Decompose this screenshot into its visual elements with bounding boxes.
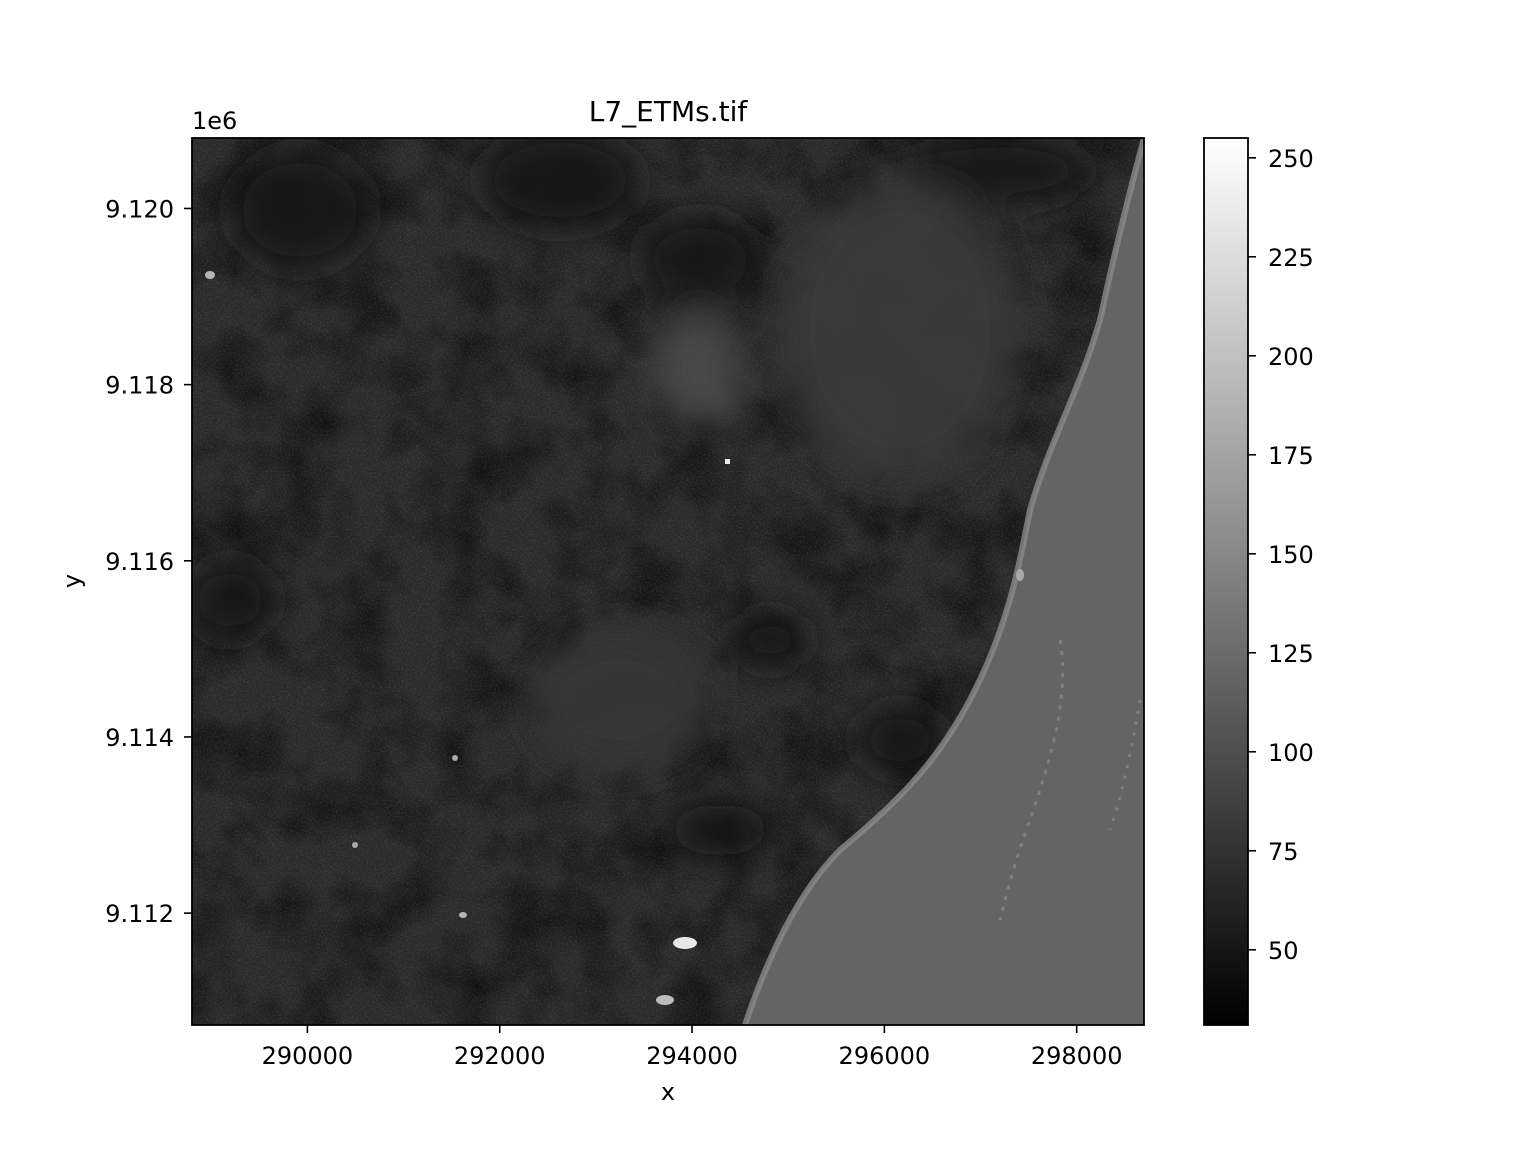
x-tick-label: 298000 [1031, 1042, 1123, 1070]
colorbar-tick-label: 100 [1268, 739, 1314, 767]
y-tick-label: 9.120 [105, 195, 174, 223]
y-tick-label: 9.116 [105, 548, 174, 576]
colorbar-tick-label: 150 [1268, 541, 1314, 569]
colorbar [1203, 137, 1249, 1026]
x-tick-label: 296000 [839, 1042, 931, 1070]
x-tick-label: 292000 [454, 1042, 546, 1070]
colorbar-ticks: 50 75 100 125 150 175 200 225 250 [1248, 145, 1314, 965]
x-axis-label: x [661, 1078, 675, 1106]
colorbar-tick-label: 75 [1268, 838, 1299, 866]
y-tick-label: 9.112 [105, 900, 174, 928]
x-tick-label: 290000 [262, 1042, 354, 1070]
y-axis-ticks: 9.112 9.114 9.116 9.118 9.120 [105, 195, 192, 928]
colorbar-tick-label: 250 [1268, 145, 1314, 173]
colorbar-tick-label: 200 [1268, 343, 1314, 371]
colorbar-tick-label: 50 [1268, 937, 1299, 965]
y-tick-label: 9.114 [105, 724, 174, 752]
x-axis-ticks: 290000 292000 294000 296000 298000 [262, 1025, 1123, 1070]
colorbar-tick-label: 125 [1268, 640, 1314, 668]
y-tick-label: 9.118 [105, 372, 174, 400]
sea-region [745, 138, 1144, 1025]
colorbar-tick-label: 225 [1268, 244, 1314, 272]
raster-image [192, 138, 1144, 1025]
colorbar-tick-label: 175 [1268, 442, 1314, 470]
y-axis-label: y [58, 574, 86, 588]
x-tick-label: 294000 [646, 1042, 738, 1070]
y-offset-label: 1e6 [192, 107, 237, 135]
plot-area-frame [191, 137, 1145, 1026]
chart-title: L7_ETMs.tif [589, 95, 749, 128]
